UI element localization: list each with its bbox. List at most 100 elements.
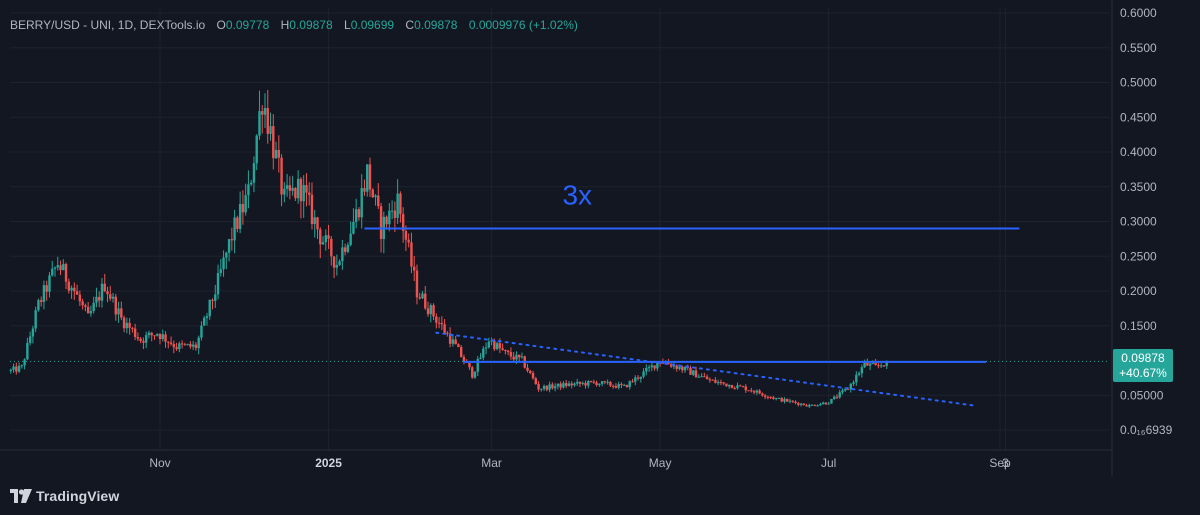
candle-body <box>540 388 543 390</box>
candle-body <box>39 300 43 302</box>
candle-body <box>821 402 825 405</box>
candle-body <box>15 366 18 372</box>
last-price-tag: 0.09878 +40.67% <box>1113 349 1173 382</box>
candle-body <box>512 356 515 360</box>
candle-body <box>653 365 656 369</box>
candle-body <box>222 257 225 270</box>
y-tick-label: 0.0₁₆6939 <box>1120 423 1173 437</box>
candle-body <box>774 398 778 400</box>
candle-body <box>739 385 742 387</box>
close-value: 0.09878 <box>414 18 458 32</box>
candle-body <box>84 305 87 307</box>
candle-body <box>520 356 524 358</box>
candle-body <box>313 217 316 225</box>
candle-body <box>548 384 551 390</box>
candle-body <box>144 335 148 343</box>
candle-body <box>51 268 54 276</box>
candle-body <box>70 287 73 291</box>
candle-body <box>67 281 71 291</box>
candle-body <box>95 296 98 303</box>
candle-body <box>208 299 211 317</box>
candles-group <box>9 89 888 409</box>
footer-bar <box>0 476 1200 515</box>
candle-body <box>766 396 770 398</box>
candle-body <box>454 339 457 345</box>
candle-body <box>645 367 648 372</box>
tradingview-logo[interactable]: TradingView <box>10 487 119 505</box>
candle-body <box>443 324 446 333</box>
candle-body <box>777 397 781 399</box>
candle-body <box>551 384 554 389</box>
candle-body <box>393 210 397 218</box>
candle-body <box>849 383 852 390</box>
candle-body <box>708 379 712 381</box>
candle-body <box>628 381 631 388</box>
candle-body <box>128 322 131 328</box>
candle-body <box>407 239 410 243</box>
candle-body <box>509 352 513 357</box>
candle-body <box>493 340 496 350</box>
candle-body <box>846 388 850 390</box>
candle-body <box>175 347 178 350</box>
candle-body <box>230 239 234 241</box>
candle-body <box>573 383 576 386</box>
x-tick-label: Nov <box>149 456 170 470</box>
candle-body <box>203 317 206 326</box>
candle-body <box>584 382 587 386</box>
y-tick-label: 0.5500 <box>1120 41 1157 55</box>
candle-body <box>194 344 198 349</box>
candle-body <box>252 163 256 183</box>
candle-body <box>603 381 607 383</box>
candle-body <box>857 373 861 375</box>
candle-body <box>783 398 786 402</box>
candle-body <box>587 380 590 386</box>
candle-body <box>623 384 626 386</box>
candle-body <box>542 385 546 389</box>
candle-body <box>169 342 173 345</box>
candle-body <box>396 193 399 218</box>
candle-body <box>562 383 565 388</box>
candle-body <box>299 178 303 202</box>
candle-body <box>866 361 869 366</box>
candle-body <box>371 189 374 198</box>
x-tick-label: 2025 <box>315 456 342 470</box>
candle-body <box>556 383 560 387</box>
candle-body <box>48 275 51 292</box>
candle-body <box>529 370 532 374</box>
candle-body <box>772 397 775 399</box>
candle-body <box>263 108 267 115</box>
candle-body <box>636 377 640 379</box>
candle-body <box>269 126 272 134</box>
symbol-title[interactable]: BERRY/USD - UNI, 1D, DEXTools.io <box>10 18 206 32</box>
candle-body <box>553 386 557 389</box>
x-tick-label: Sep <box>989 456 1011 470</box>
candle-body <box>435 316 438 323</box>
candle-body <box>363 188 366 192</box>
candle-body <box>167 341 170 343</box>
candle-body <box>576 381 579 384</box>
candle-body <box>161 334 164 340</box>
candle-body <box>258 111 261 136</box>
candle-body <box>871 363 875 365</box>
open-label: O <box>216 18 226 32</box>
candle-body <box>451 339 455 344</box>
high-value: 0.09878 <box>289 18 333 32</box>
candle-body <box>426 308 430 315</box>
candle-body <box>780 397 783 402</box>
candle-body <box>415 270 419 298</box>
candle-body <box>570 383 573 386</box>
candle-body <box>479 357 482 359</box>
candle-body <box>711 379 714 381</box>
candle-body <box>374 195 377 198</box>
candle-body <box>147 332 151 336</box>
candle-body <box>885 361 888 366</box>
candle-body <box>390 210 394 212</box>
candle-body <box>473 371 477 378</box>
candle-body <box>697 376 701 378</box>
candle-body <box>498 343 502 349</box>
candle-body <box>98 296 101 301</box>
candle-body <box>788 400 792 402</box>
candle-body <box>838 392 841 398</box>
price-chart[interactable]: 0.6000 0.5500 0.5000 0.4500 0.4000 0.3500 0.30… <box>0 0 1200 476</box>
candle-body <box>388 210 391 225</box>
